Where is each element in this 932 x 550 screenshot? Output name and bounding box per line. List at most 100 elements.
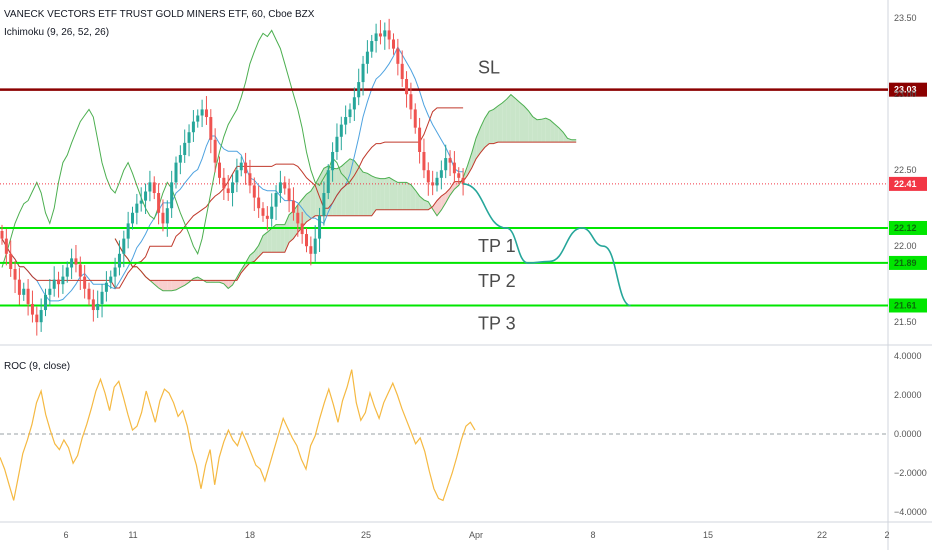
candle-body <box>148 182 152 192</box>
candle-body <box>422 151 426 171</box>
candle-body <box>248 173 252 186</box>
candle-body <box>52 279 56 289</box>
cloud-segment <box>410 184 416 210</box>
cloud-segment <box>532 116 538 143</box>
candle-body <box>257 197 261 209</box>
last-price-badge <box>889 176 927 191</box>
candle-body <box>300 223 304 235</box>
candle-body <box>152 182 156 194</box>
price-levels <box>0 88 888 307</box>
candle-body <box>204 109 208 118</box>
candle-body <box>30 303 34 315</box>
projection-path <box>462 183 631 307</box>
cloud-segment <box>367 173 372 216</box>
candle-body <box>239 162 243 171</box>
level-price-value: 21.89 <box>894 258 917 268</box>
cloud-segment <box>284 214 290 253</box>
cloud-segment <box>432 200 437 216</box>
cloud-segment <box>441 193 446 211</box>
cloud-segment <box>341 162 346 216</box>
candle-body <box>435 177 439 186</box>
time-tick-label: 18 <box>245 530 255 540</box>
candle-body <box>396 48 400 64</box>
candle-body <box>13 269 17 280</box>
roc-label: ROC (9, close) <box>4 361 71 372</box>
cloud-segment <box>363 172 368 216</box>
cloud-segment <box>450 181 455 196</box>
level-price-badge <box>889 255 927 270</box>
cloud-segment <box>502 99 507 143</box>
candle-body <box>174 162 178 183</box>
cloud-segment <box>528 110 533 143</box>
conversion-line <box>1 46 464 302</box>
candle-body <box>96 303 100 311</box>
cloud-segment <box>267 228 272 253</box>
time-tick-label: 2 <box>884 530 889 540</box>
candle-body <box>100 291 104 304</box>
candle-body <box>461 177 465 184</box>
candle-body <box>135 203 139 213</box>
axes: 23.03 22.12 21.89 21.61 22.41 23.50 23.00 22.50… <box>63 13 927 540</box>
candle-body <box>392 39 395 49</box>
candle-body <box>274 193 278 207</box>
roc-tick-label: −2.0000 <box>894 468 927 478</box>
candle-body <box>83 276 87 289</box>
level-annotations: SL TP 1 TP 2 TP 3 <box>478 58 516 334</box>
candle-body <box>265 215 269 219</box>
candle-body <box>196 115 200 122</box>
candle-body <box>278 182 282 194</box>
cloud-segment <box>271 224 277 253</box>
candle-body <box>413 109 417 128</box>
cloud-segment <box>350 158 355 216</box>
price-tick-label: 22.50 <box>894 165 917 175</box>
cloud-segment <box>167 280 172 291</box>
cloud-segment <box>489 109 494 144</box>
candle-body <box>65 267 69 277</box>
candle-body <box>87 288 91 300</box>
cloud-segment <box>336 166 342 216</box>
candle-body <box>296 212 300 224</box>
candle-body <box>352 97 356 110</box>
cloud-segment <box>384 177 390 210</box>
candles <box>0 18 465 336</box>
candle-body <box>318 215 322 239</box>
candle-body <box>431 182 435 186</box>
candle-body <box>74 258 78 265</box>
cloud-segment <box>484 111 490 148</box>
leading-span-a <box>114 93 577 292</box>
cloud-segment <box>393 180 398 210</box>
candle-body <box>231 182 235 194</box>
time-tick-label: 8 <box>590 530 595 540</box>
cloud-segment <box>476 127 481 159</box>
candle-body <box>157 193 161 213</box>
cloud-segment <box>306 191 311 222</box>
roc-tick-label: 4.0000 <box>894 351 922 361</box>
candle-body <box>218 162 221 178</box>
price-tick-label: 23.50 <box>894 13 917 23</box>
candle-body <box>365 51 369 64</box>
candle-body <box>409 94 413 110</box>
time-tick-label: 22 <box>817 530 827 540</box>
cloud-segment <box>506 94 511 143</box>
candle-body <box>122 238 126 254</box>
candle-body <box>370 41 374 52</box>
price-tick-label: 21.50 <box>894 317 917 327</box>
candle-body <box>170 182 174 209</box>
candle-body <box>270 206 274 219</box>
annotation-tp-1: TP 1 <box>478 236 516 256</box>
candle-body <box>448 158 452 163</box>
candle-body <box>313 238 317 254</box>
candle-body <box>444 158 448 171</box>
candle-body <box>418 127 422 152</box>
candle-body <box>61 276 65 285</box>
candle-body <box>405 79 409 95</box>
annotation-tp-2: TP 2 <box>478 271 516 291</box>
cloud-segment <box>554 123 559 143</box>
time-tick-label: Apr <box>469 530 483 540</box>
cloud-segment <box>289 210 294 243</box>
candle-body <box>213 139 217 163</box>
level-price-value: 22.12 <box>894 223 917 233</box>
candle-body <box>244 162 248 174</box>
candle-body <box>109 276 113 283</box>
